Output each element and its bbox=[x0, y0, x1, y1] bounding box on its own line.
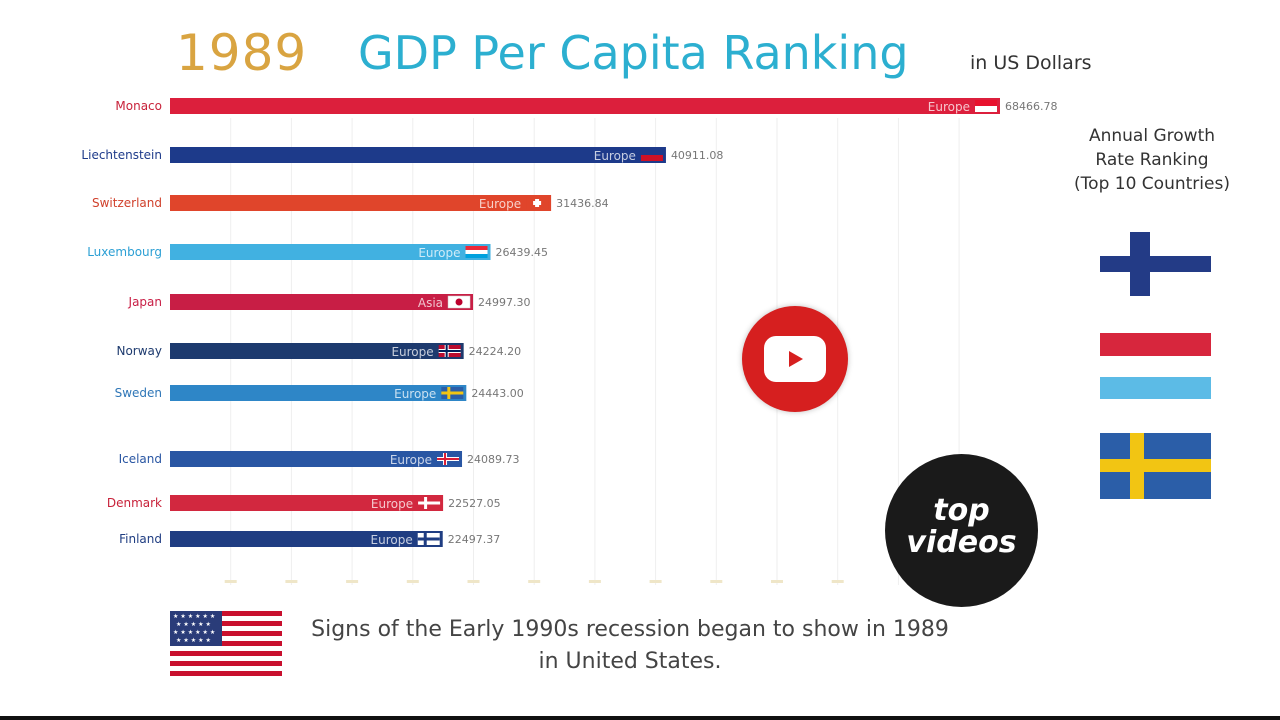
bar-japan bbox=[170, 294, 474, 310]
bottom-bar bbox=[0, 716, 1280, 720]
axis-tick bbox=[528, 580, 541, 583]
caption: Signs of the Early 1990s recession began… bbox=[300, 614, 960, 678]
bar-luxembourg bbox=[170, 244, 491, 260]
region-label: Europe bbox=[479, 197, 521, 211]
value-label: 24089.73 bbox=[467, 453, 519, 466]
value-label: 22527.05 bbox=[448, 497, 501, 510]
country-label: Japan bbox=[128, 295, 162, 309]
growth-title-line3: (Top 10 Countries) bbox=[1074, 174, 1230, 194]
country-label: Sweden bbox=[115, 386, 162, 400]
value-label: 40911.08 bbox=[671, 149, 724, 162]
growth-title-line2: Rate Ranking bbox=[1095, 150, 1209, 170]
value-label: 24224.20 bbox=[469, 345, 522, 358]
value-label: 68466.78 bbox=[1005, 100, 1058, 113]
growth-title-line1: Annual Growth bbox=[1088, 126, 1216, 146]
bar-iceland bbox=[170, 451, 463, 467]
value-label: 31436.84 bbox=[556, 197, 609, 210]
value-label: 22497.37 bbox=[448, 533, 501, 546]
country-label: Switzerland bbox=[92, 196, 162, 210]
country-label: Finland bbox=[119, 532, 162, 546]
region-label: Europe bbox=[928, 100, 970, 114]
value-label: 26439.45 bbox=[496, 246, 549, 259]
axis-tick bbox=[831, 580, 844, 583]
bar-norway bbox=[170, 343, 464, 359]
norway-flag-icon bbox=[438, 345, 461, 357]
sweden-flag-icon bbox=[441, 387, 464, 399]
country-label: Monaco bbox=[115, 99, 162, 113]
luxembourg-stripe-flag-icon bbox=[1100, 377, 1211, 399]
region-label: Europe bbox=[391, 345, 433, 359]
year-label: 1989 bbox=[176, 24, 308, 82]
japan-flag-icon bbox=[447, 295, 471, 309]
region-label: Europe bbox=[418, 246, 460, 260]
bar-switzerland bbox=[170, 195, 552, 211]
top-videos-logo: top videos bbox=[885, 454, 1038, 607]
region-label: Europe bbox=[371, 533, 413, 547]
brand-line1: top bbox=[933, 493, 990, 528]
axis-tick bbox=[588, 580, 601, 583]
region-label: Europe bbox=[594, 149, 636, 163]
switzerland-flag-icon bbox=[526, 197, 549, 209]
axis-tick bbox=[346, 580, 359, 583]
bar-sweden bbox=[170, 385, 467, 401]
axis-tick bbox=[406, 580, 419, 583]
finland-flag-icon bbox=[417, 533, 440, 545]
axis-tick bbox=[467, 580, 480, 583]
region-label: Europe bbox=[390, 453, 432, 467]
region-label: Europe bbox=[394, 387, 436, 401]
chart-title: GDP Per Capita Ranking bbox=[358, 26, 909, 80]
iceland-flag-icon bbox=[437, 453, 460, 465]
axis-tick bbox=[224, 580, 237, 583]
bar-finland bbox=[170, 531, 443, 547]
value-label: 24443.00 bbox=[471, 387, 523, 400]
growth-ranking-title: Annual Growth Rate Ranking (Top 10 Count… bbox=[1062, 124, 1242, 196]
caption-line2: in United States. bbox=[538, 649, 722, 674]
bar-liechtenstein bbox=[170, 147, 666, 163]
bar-denmark bbox=[170, 495, 444, 511]
country-label: Luxembourg bbox=[87, 245, 162, 259]
monaco-flag-icon bbox=[975, 100, 997, 112]
country-label: Norway bbox=[116, 344, 162, 358]
youtube-play-icon[interactable] bbox=[742, 306, 848, 412]
finland-flag-icon bbox=[1100, 232, 1211, 296]
red-flag-icon bbox=[1100, 333, 1211, 356]
region-label: Asia bbox=[418, 296, 443, 310]
luxembourg-flag-icon bbox=[465, 246, 488, 258]
caption-line1: Signs of the Early 1990s recession began… bbox=[311, 617, 949, 642]
value-label: 24997.30 bbox=[478, 296, 530, 309]
brand-line2: videos bbox=[906, 525, 1017, 560]
axis-tick bbox=[710, 580, 723, 583]
region-label: Europe bbox=[371, 497, 413, 511]
country-label: Denmark bbox=[107, 496, 162, 510]
bar-monaco bbox=[170, 98, 1000, 114]
sweden-flag-icon bbox=[1100, 433, 1211, 499]
country-label: Liechtenstein bbox=[81, 148, 162, 162]
axis-tick bbox=[649, 580, 662, 583]
units-label: in US Dollars bbox=[970, 52, 1092, 74]
axis-tick bbox=[285, 580, 298, 583]
bar-chart: Monaco Europe 68466.78 Liechtenstein Europe 4… bbox=[81, 98, 1058, 585]
country-label: Iceland bbox=[119, 452, 162, 466]
liechtenstein-flag-icon bbox=[640, 149, 663, 161]
denmark-flag-icon bbox=[418, 497, 441, 509]
axis-tick bbox=[771, 580, 783, 583]
united-states-flag-icon: ★★★★★★ ★★★★★ ★★★★★★ ★★★★★ bbox=[170, 611, 282, 677]
